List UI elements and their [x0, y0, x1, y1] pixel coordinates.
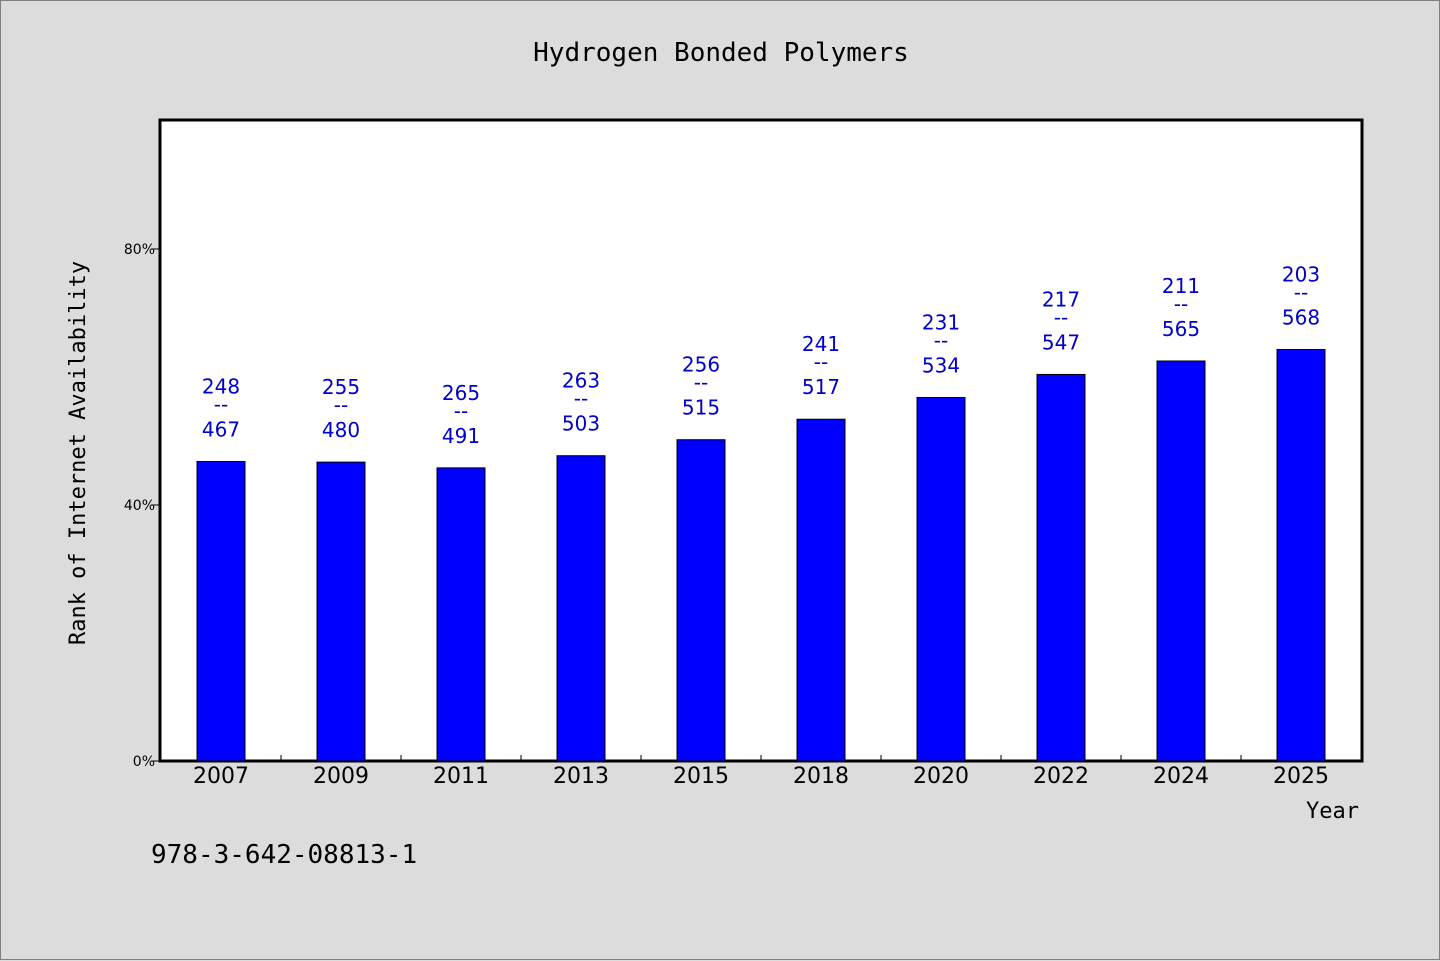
x-tick-label: 2020 — [913, 764, 969, 789]
x-tick-label: 2007 — [193, 764, 249, 789]
x-tick-label: 2025 — [1273, 764, 1329, 789]
bar-label-separator: -- — [934, 328, 948, 352]
bar-label-bottom: 568 — [1282, 305, 1320, 329]
isbn-footer-text: 978-3-642-08813-1 — [151, 840, 417, 870]
bar-label-bottom: 534 — [922, 353, 960, 377]
bar-label-top: 263 — [562, 369, 600, 393]
x-tick-label: 2009 — [313, 764, 369, 789]
bar-label-bottom: 547 — [1042, 330, 1080, 354]
bar-label-top: 256 — [682, 353, 720, 377]
y-tick-label: 80% — [124, 242, 155, 258]
bar-label-separator: -- — [454, 399, 468, 423]
bar-label-top: 231 — [922, 310, 960, 334]
bar-label-bottom: 491 — [442, 424, 480, 448]
y-axis-title: Rank of Internet Availability — [66, 261, 91, 645]
bar-label-separator: -- — [574, 387, 588, 411]
bar-data-labels: 248--467255--480265--491263--503256--515… — [202, 262, 1320, 447]
x-tick-label: 2013 — [553, 764, 609, 789]
y-tick-label: 0% — [133, 754, 155, 770]
x-tick-label: 2011 — [433, 764, 489, 789]
bar — [196, 460, 246, 762]
bar-label-separator: -- — [214, 392, 228, 416]
y-axis-ticks: 0% 40% 80% — [124, 242, 161, 770]
bar — [796, 418, 846, 762]
bar-label-separator: -- — [694, 371, 708, 395]
bar-label-bottom: 517 — [802, 375, 840, 399]
bar-label-separator: -- — [1174, 292, 1188, 316]
bar-label-top: 211 — [1162, 274, 1200, 298]
x-axis-ticks: 2007 2009 2011 2013 2015 2018 2020 2022 2024 2025 — [193, 755, 1329, 789]
bar-label-bottom: 467 — [202, 417, 240, 441]
bar-label-top: 265 — [442, 381, 480, 405]
bar — [676, 439, 726, 762]
bar-label-separator: -- — [1294, 280, 1308, 304]
bar-series — [196, 348, 1326, 762]
y-tick-label: 40% — [124, 498, 155, 514]
bar — [316, 461, 366, 762]
bar — [1036, 373, 1086, 762]
bar-label-bottom: 503 — [562, 412, 600, 436]
bar-label-top: 203 — [1282, 262, 1320, 286]
x-tick-label: 2022 — [1033, 764, 1089, 789]
x-tick-label: 2015 — [673, 764, 729, 789]
bar-label-bottom: 480 — [322, 418, 360, 442]
x-tick-label: 2018 — [793, 764, 849, 789]
bar-label-top: 217 — [1042, 287, 1080, 311]
bar — [556, 455, 606, 762]
bar-label-top: 248 — [202, 374, 240, 398]
bar — [1276, 348, 1326, 762]
chart-title: Hydrogen Bonded Polymers — [533, 38, 909, 68]
x-axis-title: Year — [1306, 799, 1359, 824]
bar-label-top: 241 — [802, 332, 840, 356]
bar-label-bottom: 565 — [1162, 317, 1200, 341]
bar-label-separator: -- — [334, 393, 348, 417]
x-tick-label: 2024 — [1153, 764, 1209, 789]
bar — [1156, 360, 1206, 762]
bar-label-bottom: 515 — [682, 396, 720, 420]
bar-label-separator: -- — [814, 350, 828, 374]
bar — [916, 396, 966, 762]
bar-label-separator: -- — [1054, 305, 1068, 329]
bar — [436, 467, 486, 762]
bar-label-top: 255 — [322, 375, 360, 399]
